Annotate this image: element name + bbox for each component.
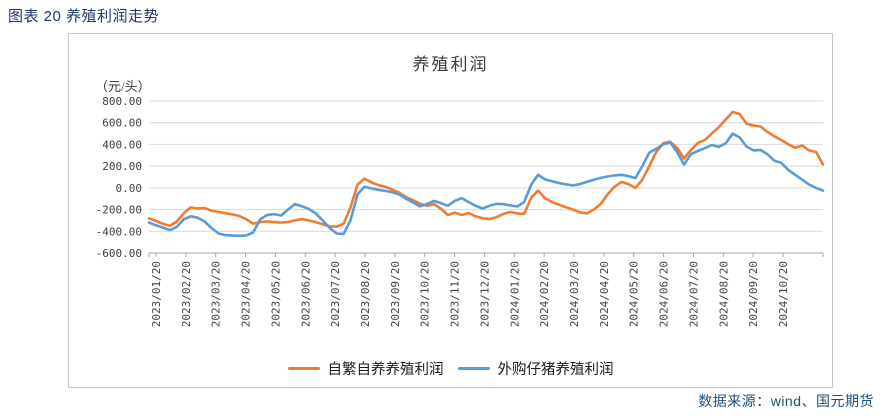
x-tick-label: 2024/01/20 [508,261,521,327]
chart-title: 养殖利润 [412,55,489,74]
x-tick-label: 2024/08/20 [717,261,730,327]
x-tick-label: 2023/11/20 [449,261,462,327]
x-tick-label: 2024/02/20 [538,261,551,327]
profit-line-chart: 800.00 600.00 400.00 200.00 0.00 -200.00 -400.… [96,95,825,327]
legend-item-purchased-piglet: 外购仔猪养殖利润 [457,358,614,379]
x-tick-label: 2024/04/20 [598,261,611,327]
x-tick-label: 2023/03/20 [210,261,223,327]
x-tick-label: 2024/05/20 [628,261,641,327]
series-line-1 [147,132,825,238]
legend-swatch-orange [287,366,320,371]
x-tick-label: 2023/08/20 [359,261,372,327]
x-tick-label: 2024/10/20 [777,261,790,327]
y-tick-label: 800.00 [102,95,142,108]
x-tick-label: 2023/10/20 [419,261,432,327]
x-tick-label: 2023/12/20 [478,261,491,327]
x-tick-label: 2023/07/20 [329,261,342,327]
legend-item-self-breeding: 自繁自养养殖利润 [287,358,444,379]
chart-container: 养殖利润 （元/头） 800.00 600.00 400.00 200.00 0.00 -… [68,33,833,388]
x-tick-label: 2024/07/20 [687,261,700,327]
x-tick-label: 2023/06/20 [299,261,312,327]
y-tick-label: 600.00 [102,117,142,130]
legend-label-self-breeding: 自繁自养养殖利润 [327,362,444,378]
y-tick-label: -600.00 [96,247,142,260]
x-tick-label: 2024/09/20 [747,261,760,327]
x-tick-label: 2023/04/20 [240,261,253,327]
series-line-0 [147,110,825,228]
y-tick-label: 200.00 [102,160,142,173]
x-tick-label: 2023/02/20 [180,261,193,327]
data-source-note: 数据来源：wind、国元期货 [698,393,874,409]
y-tick-label: 0.00 [116,182,143,195]
x-tick-label: 2023/09/20 [389,261,402,327]
x-tick-label: 2024/03/20 [568,261,581,327]
figure-caption: 图表 20 养殖利润走势 [8,8,160,25]
legend-label-purchased-piglet: 外购仔猪养殖利润 [497,362,614,378]
y-tick-label: -200.00 [96,204,142,217]
legend-swatch-blue [457,366,490,371]
y-tick-label: -400.00 [96,225,142,238]
chart-legend: 自繁自养养殖利润 外购仔猪养殖利润 [69,358,832,379]
y-tick-label: 400.00 [102,138,142,151]
x-tick-label: 2023/05/20 [269,261,282,327]
x-tick-label: 2024/06/20 [658,261,671,327]
x-tick-label: 2023/01/20 [150,261,163,327]
y-axis-unit-label: （元/头） [95,79,151,94]
